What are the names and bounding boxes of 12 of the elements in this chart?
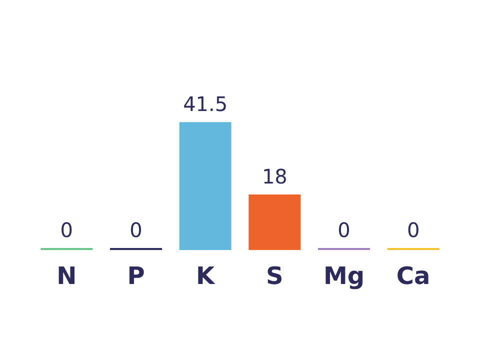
data-label: 0 xyxy=(338,218,350,242)
data-label: 18 xyxy=(262,164,288,189)
x-tick-label: N xyxy=(56,262,77,290)
data-label: 41.5 xyxy=(183,92,228,116)
x-tick-label: K xyxy=(196,262,216,290)
data-label: 0 xyxy=(60,218,74,242)
x-tick-label: Mg xyxy=(323,262,365,290)
x-tick-label: S xyxy=(266,262,284,290)
data-label: 0 xyxy=(406,218,420,242)
x-tick-label: P xyxy=(127,262,145,290)
x-tick-label: Ca xyxy=(396,262,430,290)
data-label: 0 xyxy=(130,218,142,242)
